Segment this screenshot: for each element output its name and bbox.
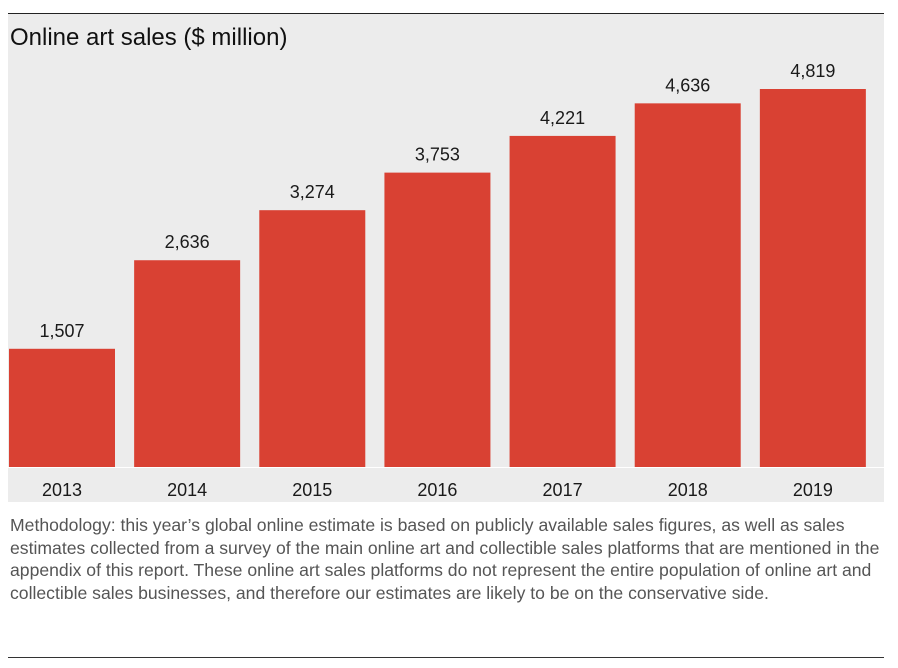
- x-tick-2015: 2015: [292, 480, 332, 500]
- value-label-2015: 3,274: [290, 182, 335, 202]
- x-tick-2016: 2016: [417, 480, 457, 500]
- value-label-2018: 4,636: [665, 75, 710, 95]
- chart-title: Online art sales ($ million): [10, 24, 288, 51]
- bar-2017: [509, 135, 616, 467]
- value-label-2016: 3,753: [415, 145, 460, 165]
- top-rule: [8, 13, 884, 14]
- bar-2018: [634, 103, 741, 467]
- value-label-2017: 4,221: [540, 108, 585, 128]
- x-tick-2018: 2018: [668, 480, 708, 500]
- bar-2015: [259, 210, 366, 468]
- value-label-2014: 2,636: [165, 232, 210, 252]
- bar-2014: [134, 260, 241, 467]
- x-tick-2017: 2017: [543, 480, 583, 500]
- value-label-2013: 1,507: [39, 321, 84, 341]
- x-tick-2013: 2013: [42, 480, 82, 500]
- bar-2013: [9, 348, 115, 467]
- bar-2019: [759, 89, 866, 467]
- bottom-rule: [8, 657, 884, 658]
- methodology-note: Methodology: this year’s global online e…: [10, 515, 880, 603]
- value-label-2019: 4,819: [790, 61, 835, 81]
- bar-2016: [384, 172, 491, 467]
- x-tick-2019: 2019: [793, 480, 833, 500]
- x-tick-2014: 2014: [167, 480, 207, 500]
